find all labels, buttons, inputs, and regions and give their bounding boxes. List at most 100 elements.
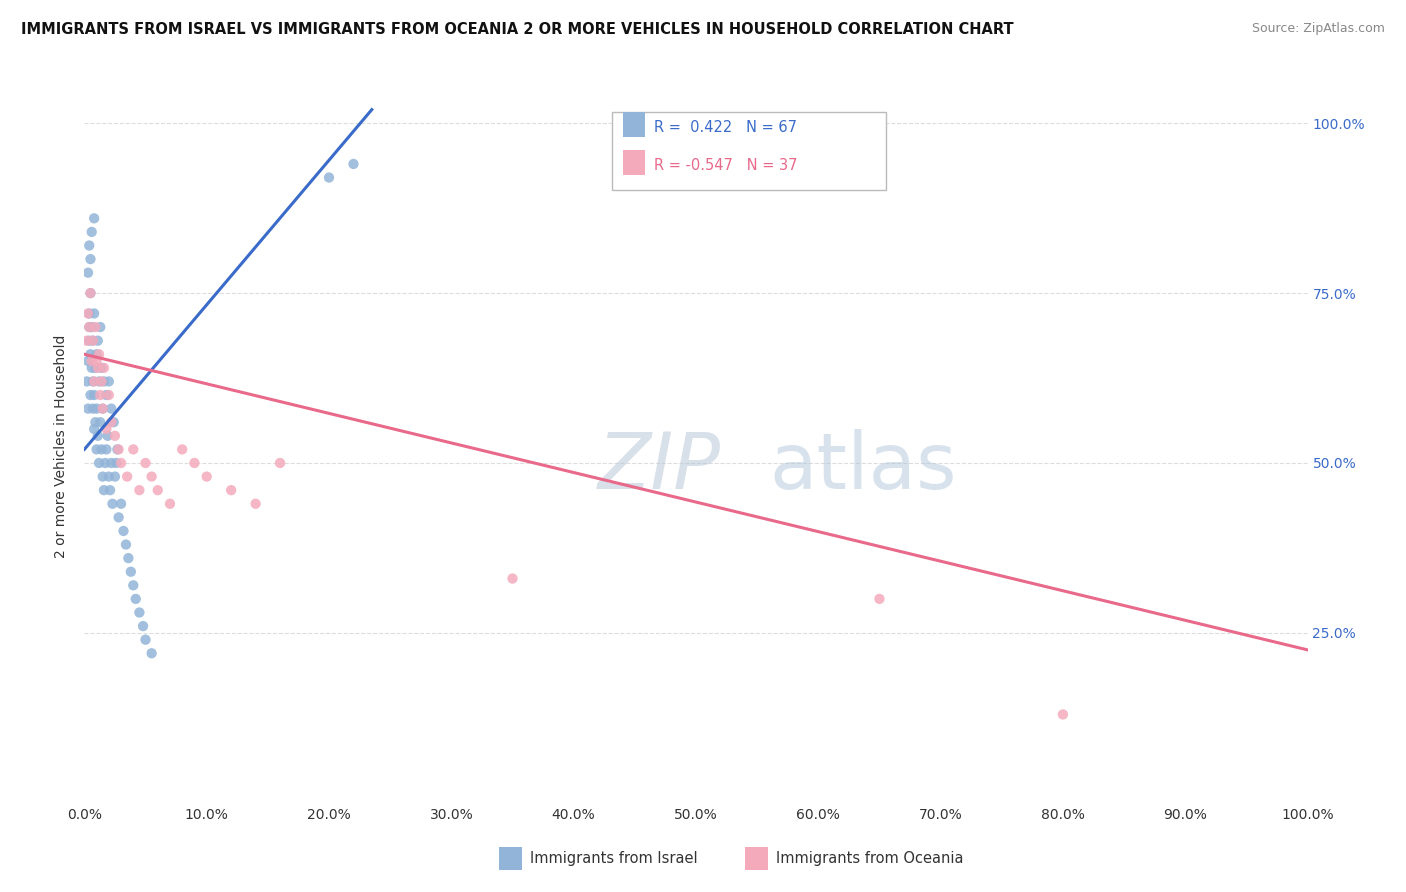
Point [115, 537, 138, 551]
Point [135, 632, 157, 647]
Point [159, 497, 181, 511]
Point [96, 442, 118, 457]
Point [107, 442, 129, 457]
Point [97, 388, 120, 402]
Point [79, 347, 101, 361]
Point [83, 422, 105, 436]
Point [77, 306, 100, 320]
Point [89, 415, 111, 429]
Point [89, 388, 111, 402]
Point [87, 347, 110, 361]
Point [87, 375, 110, 389]
Point [245, 497, 267, 511]
Point [86, 401, 108, 416]
Point [103, 415, 125, 429]
Point [91, 469, 114, 483]
Point [82, 334, 104, 348]
Point [82, 334, 104, 348]
Point [219, 483, 242, 498]
Point [76, 334, 98, 348]
Point [77, 320, 100, 334]
Point [87, 429, 110, 443]
Text: Immigrants from Oceania: Immigrants from Oceania [776, 852, 963, 866]
Point [100, 401, 122, 416]
Point [96, 422, 118, 436]
Point [122, 442, 145, 457]
Point [77, 401, 100, 416]
Point [83, 306, 105, 320]
Point [84, 360, 107, 375]
Point [100, 456, 122, 470]
Point [77, 266, 100, 280]
Point [195, 469, 218, 483]
Point [117, 551, 139, 566]
Point [79, 286, 101, 301]
Point [87, 334, 110, 348]
Point [77, 354, 100, 368]
Point [80, 354, 103, 368]
Point [86, 354, 108, 368]
Point [105, 456, 128, 470]
Point [110, 456, 132, 470]
Point [86, 347, 108, 361]
Point [318, 170, 340, 185]
Point [91, 401, 114, 416]
Text: atlas: atlas [769, 429, 957, 506]
Point [97, 375, 120, 389]
Point [146, 483, 169, 498]
Point [502, 572, 524, 586]
Point [82, 401, 104, 416]
Point [101, 497, 124, 511]
Point [104, 429, 127, 443]
Point [100, 415, 122, 429]
Point [77, 320, 100, 334]
Point [80, 360, 103, 375]
Text: IMMIGRANTS FROM ISRAEL VS IMMIGRANTS FROM OCEANIA 2 OR MORE VEHICLES IN HOUSEHOL: IMMIGRANTS FROM ISRAEL VS IMMIGRANTS FRO… [21, 22, 1014, 37]
Point [90, 360, 112, 375]
Point [132, 619, 155, 633]
Point [79, 252, 101, 266]
Point [869, 591, 891, 606]
Point [342, 157, 364, 171]
Point [84, 415, 107, 429]
Point [112, 524, 135, 538]
Point [135, 456, 157, 470]
Point [104, 469, 127, 483]
Point [128, 483, 150, 498]
Point [128, 606, 150, 620]
Point [77, 306, 100, 320]
Text: ZIP: ZIP [598, 429, 721, 506]
Point [91, 401, 114, 416]
Point [83, 211, 105, 226]
Point [97, 429, 120, 443]
Point [172, 442, 194, 457]
Y-axis label: 2 or more Vehicles in Household: 2 or more Vehicles in Household [55, 334, 69, 558]
Point [87, 360, 110, 375]
Point [90, 375, 112, 389]
Point [77, 238, 100, 252]
Point [141, 646, 163, 660]
Point [83, 388, 105, 402]
Point [80, 320, 103, 334]
Text: Source: ZipAtlas.com: Source: ZipAtlas.com [1251, 22, 1385, 36]
Point [90, 442, 112, 457]
Point [105, 442, 128, 457]
Point [1052, 707, 1074, 722]
Point [79, 388, 101, 402]
Point [125, 591, 148, 606]
Text: R = -0.547   N = 37: R = -0.547 N = 37 [654, 158, 797, 172]
Point [79, 286, 101, 301]
Point [82, 375, 104, 389]
Point [94, 456, 117, 470]
Point [77, 334, 100, 348]
Point [83, 375, 105, 389]
Point [76, 375, 98, 389]
Point [98, 483, 121, 498]
Point [122, 578, 145, 592]
Point [80, 225, 103, 239]
Point [93, 360, 115, 375]
Point [107, 510, 129, 524]
Point [120, 565, 142, 579]
Point [97, 469, 120, 483]
Point [269, 456, 291, 470]
